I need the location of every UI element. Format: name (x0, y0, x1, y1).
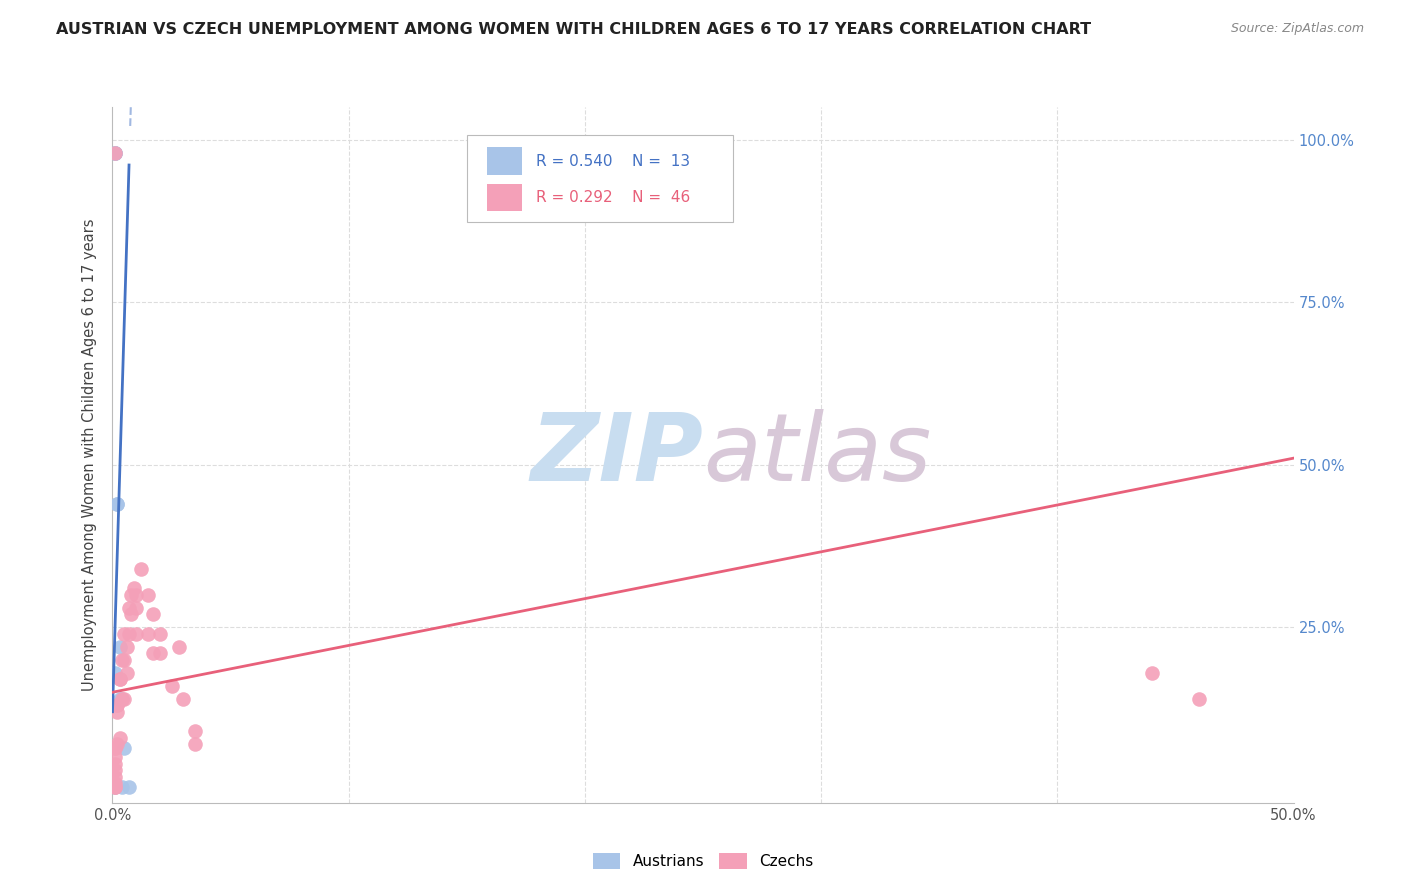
Point (136, 626, 159, 640)
Text: R = 0.540    N =  13: R = 0.540 N = 13 (537, 153, 690, 169)
Legend: Austrians, Czechs: Austrians, Czechs (586, 847, 820, 875)
Point (105, 698, 128, 713)
Bar (486, 184, 522, 211)
Point (172, 691, 194, 706)
Point (115, 665, 138, 680)
Text: ZIP: ZIP (530, 409, 703, 501)
Point (104, 145, 127, 160)
Point (105, 497, 128, 511)
Point (1140, 665, 1163, 680)
Point (111, 691, 134, 706)
Point (112, 626, 135, 640)
Text: R = 0.292    N =  46: R = 0.292 N = 46 (537, 190, 690, 205)
Text: AUSTRIAN VS CZECH UNEMPLOYMENT AMONG WOMEN WITH CHILDREN AGES 6 TO 17 YEARS CORR: AUSTRIAN VS CZECH UNEMPLOYMENT AMONG WOM… (56, 22, 1091, 37)
Point (104, 740, 127, 755)
Point (142, 646, 165, 660)
Point (108, 672, 131, 686)
Point (120, 607, 142, 622)
Point (104, 750, 127, 764)
Point (104, 756, 127, 771)
Bar (486, 147, 522, 175)
Point (125, 588, 148, 602)
Point (104, 740, 127, 755)
Point (104, 776, 127, 790)
Point (184, 724, 207, 739)
Point (149, 646, 172, 660)
Point (136, 588, 159, 602)
Text: atlas: atlas (703, 409, 931, 500)
FancyBboxPatch shape (467, 135, 733, 222)
Point (112, 740, 135, 755)
Point (104, 665, 127, 680)
Point (125, 626, 148, 640)
Point (105, 705, 128, 719)
Point (104, 780, 127, 794)
Point (112, 691, 135, 706)
Y-axis label: Unemployment Among Women with Children Ages 6 to 17 years: Unemployment Among Women with Children A… (82, 219, 97, 691)
Point (160, 679, 183, 693)
Point (122, 581, 145, 595)
Point (111, 691, 134, 706)
Point (105, 737, 128, 751)
Point (104, 764, 127, 778)
Point (112, 653, 135, 667)
Point (129, 562, 152, 576)
Point (108, 672, 131, 686)
Text: Source: ZipAtlas.com: Source: ZipAtlas.com (1230, 22, 1364, 36)
Point (108, 731, 131, 745)
Point (125, 600, 148, 615)
Point (105, 698, 128, 713)
Point (142, 607, 165, 622)
Point (104, 770, 127, 784)
Point (184, 737, 207, 751)
Point (115, 640, 138, 654)
Point (149, 626, 172, 640)
Point (104, 145, 127, 160)
Point (111, 653, 134, 667)
Point (111, 780, 134, 794)
Point (118, 780, 141, 794)
Point (108, 640, 131, 654)
Point (167, 640, 190, 654)
Point (104, 780, 127, 794)
Point (104, 145, 127, 160)
Point (1188, 691, 1211, 706)
Point (104, 780, 127, 794)
Point (118, 626, 141, 640)
Point (118, 600, 141, 615)
Point (104, 145, 127, 160)
Point (108, 691, 131, 706)
Point (120, 588, 142, 602)
Point (105, 497, 128, 511)
